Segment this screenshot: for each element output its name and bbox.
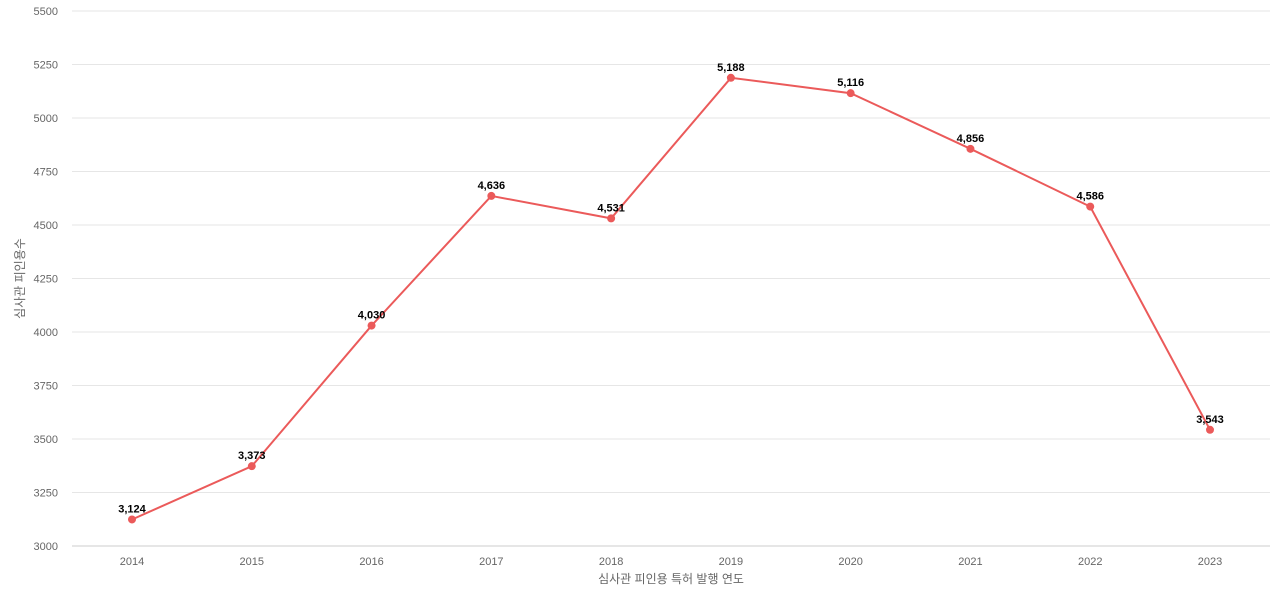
data-label: 4,636 xyxy=(478,180,506,192)
x-tick-label: 2020 xyxy=(838,556,862,568)
data-label: 4,531 xyxy=(597,202,625,214)
data-label: 4,030 xyxy=(358,310,386,322)
y-tick-label: 3250 xyxy=(34,488,58,500)
y-tick-label: 3500 xyxy=(34,434,58,446)
data-points xyxy=(128,73,1214,524)
y-tick-label: 3750 xyxy=(34,381,58,393)
grid-lines xyxy=(72,10,1270,493)
data-point xyxy=(966,144,975,153)
x-tick-label: 2019 xyxy=(719,556,743,568)
data-point xyxy=(487,191,496,200)
y-tick-label: 4750 xyxy=(34,167,58,179)
y-tick-label: 5500 xyxy=(34,6,58,18)
data-labels: 3,124 3,373 4,030 4,636 4,531 5,188 5,116 4,856… xyxy=(118,62,1224,516)
x-tick-label: 2015 xyxy=(240,556,264,568)
data-point xyxy=(247,462,256,471)
data-point xyxy=(1086,202,1095,211)
x-tick-label: 2021 xyxy=(958,556,982,568)
x-tick-label: 2017 xyxy=(479,556,503,568)
y-axis-title: 심사관 피인용수 xyxy=(13,238,27,319)
y-tick-label: 5000 xyxy=(34,113,58,125)
x-tick-label: 2016 xyxy=(359,556,383,568)
x-tick-label: 2023 xyxy=(1198,556,1222,568)
data-label: 5,116 xyxy=(837,77,864,89)
data-point xyxy=(367,321,376,330)
data-label: 3,124 xyxy=(118,503,146,515)
x-tick-label: 2022 xyxy=(1078,556,1102,568)
y-tick-label: 4250 xyxy=(34,274,58,286)
y-tick-label: 3000 xyxy=(34,541,58,553)
data-label: 4,856 xyxy=(957,133,985,145)
y-tick-label: 4500 xyxy=(34,220,58,232)
series-line xyxy=(131,76,1211,521)
data-label: 4,586 xyxy=(1076,191,1104,203)
data-point xyxy=(607,214,616,223)
x-axis-ticks: 2014 2015 2016 2017 2018 2019 2020 2021 2022 2023 xyxy=(120,556,1222,568)
data-point xyxy=(1206,425,1214,434)
x-tick-label: 2014 xyxy=(120,556,144,568)
data-point xyxy=(726,73,735,82)
data-point xyxy=(846,89,855,98)
y-axis-ticks: 3000 3250 3500 3750 4000 4250 4500 4750 5000 5250… xyxy=(34,6,58,553)
data-label: 3,543 xyxy=(1196,414,1224,426)
data-point xyxy=(128,515,136,524)
y-tick-label: 4000 xyxy=(34,327,58,339)
x-tick-label: 2018 xyxy=(599,556,623,568)
y-tick-label: 5250 xyxy=(34,60,58,72)
data-label: 5,188 xyxy=(717,62,745,74)
data-label: 3,373 xyxy=(238,450,266,462)
x-axis-title: 심사관 피인용 특허 발행 연도 xyxy=(598,571,744,586)
